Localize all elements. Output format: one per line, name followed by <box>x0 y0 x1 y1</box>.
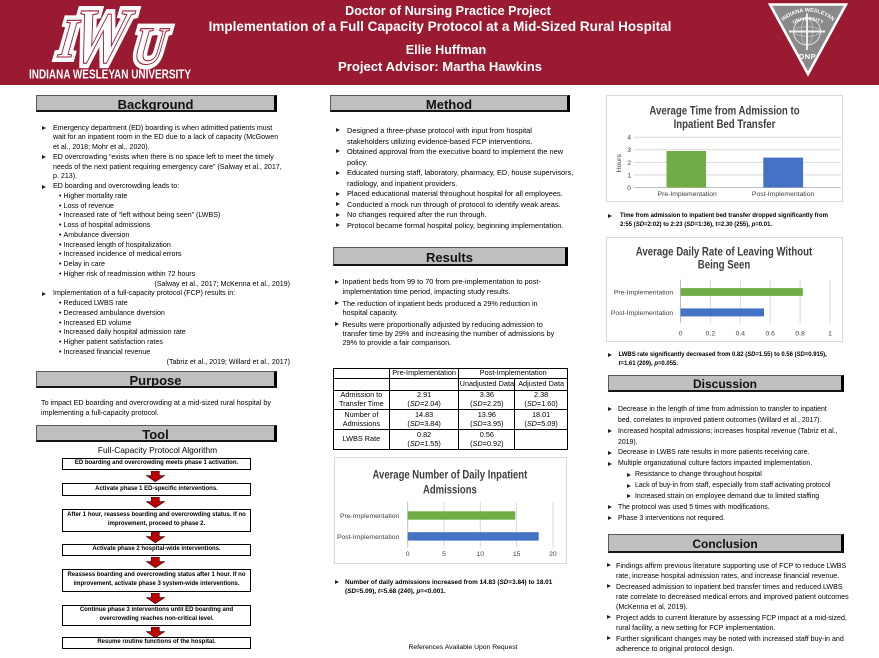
svg-text:Average Time from Admission to: Average Time from Admission to <box>649 104 800 117</box>
svg-text:3: 3 <box>627 147 631 154</box>
svg-text:UNIVERSITY: UNIVERSITY <box>792 16 825 26</box>
svg-text:Admissions: Admissions <box>423 483 477 496</box>
svg-text:20: 20 <box>549 551 557 558</box>
svg-text:Being Seen: Being Seen <box>698 258 751 271</box>
svg-text:10: 10 <box>476 551 484 558</box>
svg-text:Pre-Implementation: Pre-Implementation <box>339 513 399 520</box>
svg-text:4: 4 <box>627 134 631 141</box>
svg-text:DNP: DNP <box>799 52 816 61</box>
svg-text:INDIANA WESLEYAN UNIVERSITY: INDIANA WESLEYAN UNIVERSITY <box>29 68 192 82</box>
svg-text:0.8: 0.8 <box>795 330 805 337</box>
svg-text:2: 2 <box>627 159 631 166</box>
svg-text:Post-Implementation: Post-Implementation <box>336 534 399 541</box>
svg-text:1: 1 <box>828 330 832 337</box>
svg-text:Average Daily Rate of Leaving: Average Daily Rate of Leaving Without <box>636 245 813 258</box>
svg-text:1: 1 <box>627 172 631 179</box>
svg-text:5: 5 <box>442 551 446 558</box>
svg-text:0: 0 <box>679 330 683 337</box>
svg-text:0.2: 0.2 <box>706 330 716 337</box>
svg-text:Post-Implementation: Post-Implementation <box>752 191 815 198</box>
svg-text:0: 0 <box>627 184 631 191</box>
svg-text:Hours: Hours <box>616 153 623 172</box>
svg-text:Inpatient Bed Transfer: Inpatient Bed Transfer <box>674 117 776 130</box>
svg-text:0.4: 0.4 <box>736 330 746 337</box>
svg-text:Post-Implementation: Post-Implementation <box>611 309 674 316</box>
svg-text:Pre-Implementation: Pre-Implementation <box>658 191 718 198</box>
svg-text:15: 15 <box>512 551 520 558</box>
svg-text:0.6: 0.6 <box>765 330 775 337</box>
svg-text:Average Number of Daily Inpati: Average Number of Daily Inpatient <box>372 469 527 482</box>
svg-text:0: 0 <box>405 551 409 558</box>
svg-text:Pre-Implementation: Pre-Implementation <box>614 289 674 296</box>
